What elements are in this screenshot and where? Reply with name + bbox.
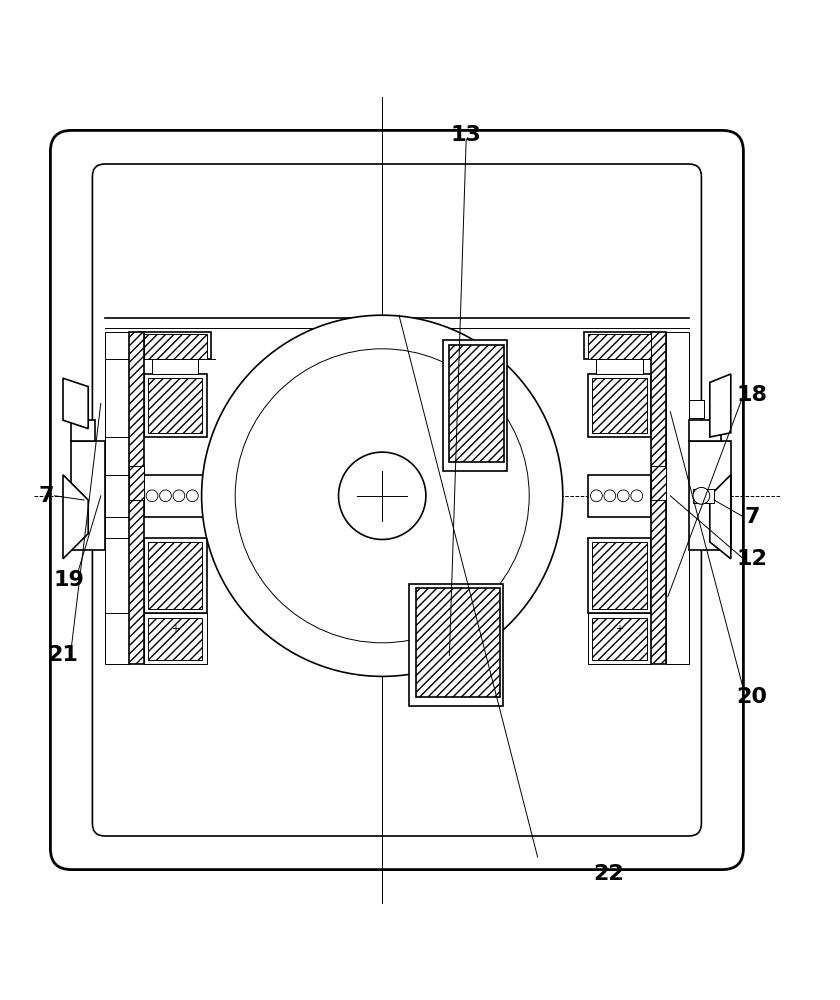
Bar bbox=[588, 374, 651, 437]
Circle shape bbox=[339, 452, 426, 539]
Circle shape bbox=[173, 490, 185, 502]
Bar bbox=[592, 378, 647, 433]
Bar bbox=[596, 359, 643, 374]
Bar bbox=[689, 400, 704, 418]
Bar bbox=[588, 334, 651, 359]
Polygon shape bbox=[63, 475, 88, 559]
Circle shape bbox=[604, 490, 616, 502]
Text: +: + bbox=[616, 624, 623, 634]
Bar bbox=[588, 538, 651, 613]
Polygon shape bbox=[710, 475, 731, 559]
Text: 18: 18 bbox=[737, 385, 767, 405]
Bar bbox=[144, 538, 207, 613]
Text: 7: 7 bbox=[744, 507, 759, 527]
Text: 21: 21 bbox=[48, 645, 78, 665]
Bar bbox=[588, 475, 651, 517]
Bar bbox=[592, 618, 647, 660]
Circle shape bbox=[617, 490, 629, 502]
Bar bbox=[144, 475, 207, 517]
Bar bbox=[139, 332, 211, 359]
Bar bbox=[651, 332, 666, 664]
Circle shape bbox=[631, 490, 643, 502]
Bar bbox=[148, 378, 202, 433]
Text: 12: 12 bbox=[737, 549, 767, 569]
Circle shape bbox=[202, 315, 563, 676]
Bar bbox=[584, 332, 655, 359]
Bar bbox=[129, 466, 144, 500]
Bar bbox=[588, 613, 651, 664]
Circle shape bbox=[235, 349, 529, 643]
Text: 13: 13 bbox=[451, 125, 481, 145]
Bar bbox=[449, 345, 504, 462]
Polygon shape bbox=[710, 374, 731, 437]
Bar bbox=[443, 340, 507, 471]
Circle shape bbox=[591, 490, 602, 502]
Bar bbox=[105, 332, 129, 664]
Circle shape bbox=[693, 487, 710, 504]
Polygon shape bbox=[63, 378, 88, 429]
Circle shape bbox=[160, 490, 171, 502]
Bar bbox=[416, 588, 500, 697]
Text: 7: 7 bbox=[39, 486, 54, 506]
Bar bbox=[651, 466, 666, 500]
Text: 20: 20 bbox=[737, 687, 767, 707]
Bar bbox=[129, 332, 144, 664]
FancyBboxPatch shape bbox=[92, 164, 701, 836]
Bar bbox=[71, 420, 95, 441]
Bar bbox=[689, 441, 731, 550]
Text: 22: 22 bbox=[594, 864, 624, 884]
Text: +: + bbox=[171, 624, 179, 634]
Bar bbox=[666, 332, 689, 664]
Bar bbox=[144, 374, 207, 437]
Bar bbox=[144, 334, 207, 359]
Bar bbox=[409, 584, 503, 706]
Bar bbox=[693, 489, 714, 503]
Bar bbox=[592, 542, 647, 609]
Bar bbox=[689, 420, 721, 441]
Bar bbox=[71, 441, 105, 550]
Circle shape bbox=[146, 490, 158, 502]
Bar bbox=[148, 542, 202, 609]
Bar bbox=[152, 359, 198, 374]
Text: 19: 19 bbox=[54, 570, 84, 590]
Bar bbox=[144, 613, 207, 664]
FancyBboxPatch shape bbox=[50, 130, 743, 870]
Circle shape bbox=[186, 490, 198, 502]
Bar bbox=[148, 618, 202, 660]
